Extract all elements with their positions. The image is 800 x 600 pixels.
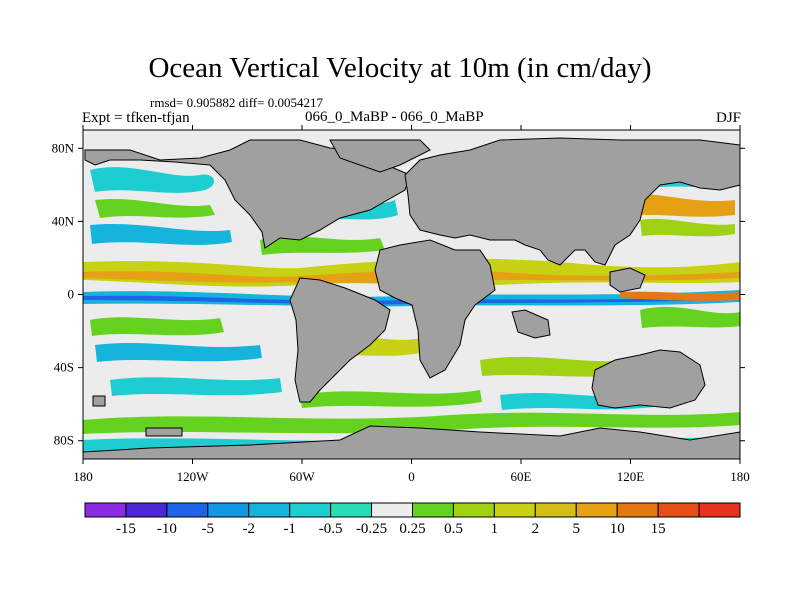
colorbar-swatch <box>534 502 577 518</box>
lat-tick-label: 0 <box>68 287 75 302</box>
season-label: DJF <box>715 110 741 126</box>
colorbar-label: 0.25 <box>399 521 425 537</box>
colorbar-label: 2 <box>532 521 540 537</box>
stats-label: rmsd= 0.905882 diff= 0.0054217 <box>150 95 323 110</box>
colorbar-swatch <box>248 502 291 518</box>
colorbar-label: 15 <box>651 521 666 537</box>
colorbar-swatch <box>125 502 168 518</box>
colorbar-swatch <box>412 502 454 518</box>
madagascar <box>511 309 551 339</box>
lon-tick-label: 0 <box>408 469 415 484</box>
lat-tick-label: 40N <box>52 213 75 228</box>
colorbar: -15 -10 -5 -2 -1 -0.5 -0.25 0.25 0.5 1 2 5 10 15 <box>84 502 741 537</box>
australia <box>591 349 706 409</box>
map-field <box>83 130 740 459</box>
greenland <box>329 139 431 173</box>
colorbar-swatch <box>657 502 700 518</box>
colorbar-label: 5 <box>573 521 581 537</box>
colorbar-label: -10 <box>157 521 177 537</box>
colorbar-swatch <box>330 502 373 518</box>
plot-title: Ocean Vertical Velocity at 10m (in cm/da… <box>148 52 652 84</box>
colorbar-swatch <box>493 502 536 518</box>
colorbar-label: 0.5 <box>444 521 463 537</box>
lat-tick-label: 40S <box>54 360 74 375</box>
lon-tick-label: 120E <box>617 469 645 484</box>
colorbar-label: 1 <box>491 521 499 537</box>
colorbar-label: -15 <box>116 521 136 537</box>
lat-tick-label: 80S <box>54 433 74 448</box>
colorbar-swatch <box>452 502 495 518</box>
colorbar-swatch <box>575 502 618 518</box>
south-america <box>289 277 391 403</box>
lon-tick-label: 180 <box>73 469 93 484</box>
lon-tick-label: 180 <box>730 469 750 484</box>
eurasia <box>404 137 740 266</box>
island-a <box>92 395 106 407</box>
colorbar-swatch <box>289 502 332 518</box>
north-america <box>84 139 411 249</box>
antarctica <box>83 425 740 459</box>
case-label: 066_0_MaBP - 066_0_MaBP <box>305 109 484 125</box>
land-masses <box>83 137 740 459</box>
lon-tick-label: 60W <box>289 469 315 484</box>
colorbar-swatch <box>207 502 250 518</box>
experiment-label: Expt = tfken-tfjan <box>82 110 190 126</box>
colorbar-swatch <box>371 502 413 518</box>
africa <box>374 239 496 379</box>
colorbar-swatch <box>84 502 127 518</box>
colorbar-label: -1 <box>283 521 296 537</box>
colorbar-label: -5 <box>202 521 215 537</box>
colorbar-label: -2 <box>243 521 256 537</box>
lat-tick-label: 80N <box>52 140 75 155</box>
island-b <box>145 427 183 437</box>
colorbar-label: 10 <box>610 521 625 537</box>
colorbar-label: -0.5 <box>319 521 343 537</box>
map-axes: 80N 40N 0 40S 80S 180 120W 60W 0 60E 120E 180 <box>52 125 750 484</box>
lon-tick-label: 60E <box>511 469 532 484</box>
colorbar-swatch <box>698 502 741 518</box>
colorbar-label: -0.25 <box>356 521 387 537</box>
colorbar-swatch <box>616 502 659 518</box>
indonesia <box>609 267 646 293</box>
lon-tick-label: 120W <box>177 469 210 484</box>
colorbar-swatch <box>166 502 209 518</box>
